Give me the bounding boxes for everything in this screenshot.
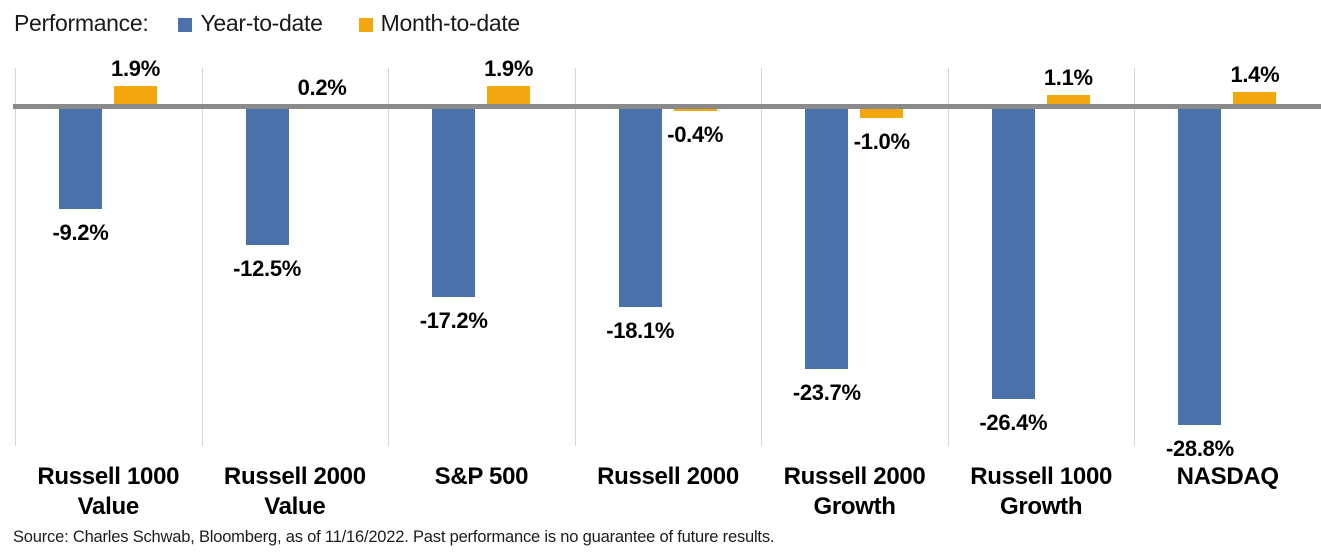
zero-axis-line [13, 104, 1321, 109]
ytd-value-label: -23.7% [792, 379, 861, 405]
category-label: Russell 1000 Growth [970, 463, 1113, 520]
mtd-bar [114, 86, 157, 107]
ytd-bar [805, 107, 849, 369]
legend-label-year-to-date: Year-to-date [200, 10, 323, 36]
ytd-value-label: -28.8% [1165, 436, 1234, 462]
ytd-value-label: -9.2% [52, 219, 109, 245]
category-label: NASDAQ [1176, 463, 1280, 490]
mtd-bar [1046, 94, 1090, 107]
group-separator-line [15, 68, 16, 446]
category-label: Russell 2000 [597, 463, 739, 490]
mtd-bar [1233, 91, 1277, 107]
ytd-bar [432, 107, 476, 298]
mtd-value-label: -1.0% [853, 129, 910, 155]
legend-title: Performance: [14, 10, 149, 36]
month-to-date-swatch-icon [358, 17, 373, 32]
group-separator-line [388, 68, 389, 446]
legend-label-month-to-date: Month-to-date [380, 10, 521, 36]
category-label: Russell 1000 Value [37, 463, 180, 520]
ytd-bar [1178, 107, 1222, 426]
group-separator-line [575, 68, 576, 446]
mtd-value-label: 1.1% [1043, 64, 1093, 90]
ytd-bar [59, 107, 102, 209]
ytd-value-label: -17.2% [419, 308, 488, 334]
chart-legend: Performance: Year-to-date Month-to-date [14, 10, 520, 37]
group-separator-line [948, 68, 949, 446]
ytd-bar [991, 107, 1035, 399]
group-separator-line [761, 68, 762, 446]
category-label: S&P 500 [434, 463, 529, 490]
ytd-bar [245, 107, 289, 246]
legend-item-month-to-date: Month-to-date [358, 10, 521, 37]
year-to-date-swatch-icon [178, 17, 193, 32]
mtd-bar [487, 86, 531, 107]
ytd-value-label: -12.5% [233, 256, 302, 282]
mtd-value-label: 0.2% [297, 74, 347, 100]
category-label: Russell 2000 Value [223, 463, 366, 520]
ytd-bar [618, 107, 662, 307]
legend-item-year-to-date: Year-to-date [178, 10, 323, 37]
mtd-bar [860, 107, 904, 119]
group-separator-line [202, 68, 203, 446]
source-note: Source: Charles Schwab, Bloomberg, as of… [13, 528, 775, 546]
group-separator-line [1134, 68, 1135, 446]
category-label: Russell 2000 Growth [783, 463, 926, 520]
mtd-value-label: 1.4% [1230, 61, 1280, 87]
mtd-value-label: 1.9% [111, 56, 160, 82]
mtd-bar [673, 107, 717, 112]
plot-area: -9.2% -12.5% -17.2% -18.1% -23.7% -26.4% -28.8… [13, 57, 1321, 461]
ytd-value-label: -18.1% [606, 318, 675, 343]
mtd-value-label: -0.4% [667, 122, 724, 148]
ytd-value-label: -26.4% [979, 409, 1048, 435]
mtd-value-label: 1.9% [484, 56, 534, 82]
